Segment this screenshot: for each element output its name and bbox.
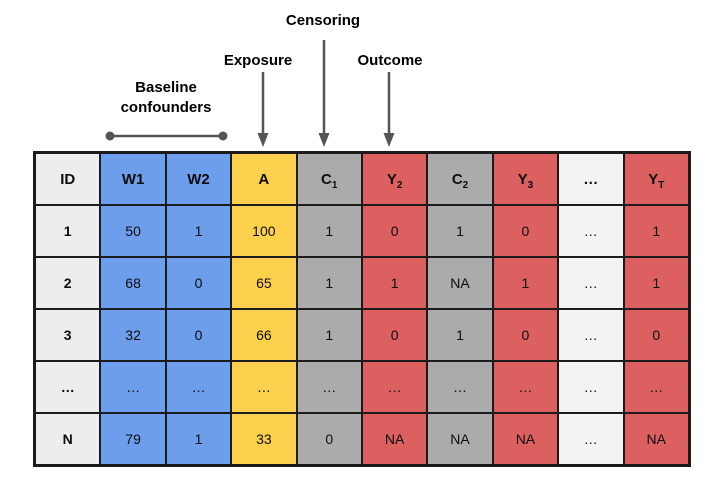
- table-cell: N: [33, 412, 102, 467]
- table-row: N 79 1 33 0 NA NA NA … NA: [33, 412, 691, 467]
- table-cell: …: [622, 360, 691, 414]
- table-cell: NA: [360, 412, 429, 467]
- column-header-w1: W1: [99, 151, 167, 206]
- annotation-arrows-overlay: [105, 40, 395, 147]
- baseline-confounders-line1: Baseline: [135, 79, 197, 96]
- table-cell: 1: [622, 256, 691, 310]
- table-cell: …: [295, 360, 363, 414]
- data-table: ID W1 W2 A C1 Y2 C2 Y3 … YT 1 50 1 100 1…: [33, 151, 691, 467]
- table-cell: …: [557, 360, 625, 414]
- table-cell: NA: [622, 412, 691, 467]
- censoring-arrow: [318, 40, 330, 147]
- table-cell: 3: [33, 308, 102, 362]
- table-cell: 79: [99, 412, 167, 467]
- table-cell: NA: [491, 412, 560, 467]
- table-cell: 1: [491, 256, 560, 310]
- table-cell: 33: [230, 412, 298, 467]
- exposure-label: Exposure: [223, 52, 293, 69]
- table-cell: 32: [99, 308, 167, 362]
- table-cell: 1: [164, 204, 233, 258]
- baseline-span-line: [105, 131, 228, 141]
- header-row: ID W1 W2 A C1 Y2 C2 Y3 … YT: [33, 151, 691, 206]
- table-cell: 1: [295, 204, 363, 258]
- table-cell: 0: [164, 256, 233, 310]
- table-cell: 66: [230, 308, 298, 362]
- censoring-label: Censoring: [285, 12, 361, 29]
- table-cell: 1: [295, 308, 363, 362]
- column-header-a: A: [230, 151, 298, 206]
- table-cell: …: [557, 308, 625, 362]
- column-header-id: ID: [33, 151, 102, 206]
- table-cell: 1: [622, 204, 691, 258]
- table-cell: 1: [360, 256, 429, 310]
- table-cell: 1: [426, 204, 494, 258]
- column-header-ellipsis: …: [557, 151, 625, 206]
- table-cell: 0: [360, 308, 429, 362]
- table-cell: NA: [426, 412, 494, 467]
- table-cell: 0: [295, 412, 363, 467]
- table-cell: 0: [622, 308, 691, 362]
- table-cell: …: [230, 360, 298, 414]
- column-header-w2: W2: [164, 151, 233, 206]
- table-cell: 0: [491, 308, 560, 362]
- table-cell: 100: [230, 204, 298, 258]
- column-header-c1: C1: [295, 151, 363, 206]
- table-row: … … … … … … … … … …: [33, 360, 691, 414]
- table-cell: 0: [360, 204, 429, 258]
- table-cell: …: [33, 360, 102, 414]
- outcome-label: Outcome: [357, 52, 423, 69]
- table-cell: 68: [99, 256, 167, 310]
- baseline-confounders-label: Baseline confounders: [121, 78, 212, 118]
- outcome-arrow: [383, 72, 395, 147]
- column-header-y3: Y3: [491, 151, 560, 206]
- table-cell: …: [164, 360, 233, 414]
- table-row: 2 68 0 65 1 1 NA 1 … 1: [33, 256, 691, 310]
- table-cell: 50: [99, 204, 167, 258]
- table-cell: 0: [491, 204, 560, 258]
- baseline-confounders-line2: confounders: [120, 99, 212, 116]
- table-cell: …: [99, 360, 167, 414]
- column-header-c2: C2: [426, 151, 494, 206]
- exposure-arrow: [257, 72, 269, 147]
- table-cell: 1: [33, 204, 102, 258]
- table-cell: …: [557, 412, 625, 467]
- table-cell: 1: [164, 412, 233, 467]
- table-cell: …: [557, 256, 625, 310]
- table-row: 1 50 1 100 1 0 1 0 … 1: [33, 204, 691, 258]
- table-cell: …: [360, 360, 429, 414]
- table-cell: 2: [33, 256, 102, 310]
- column-header-yt: YT: [622, 151, 691, 206]
- table-row: 3 32 0 66 1 0 1 0 … 0: [33, 308, 691, 362]
- table-cell: 1: [426, 308, 494, 362]
- table-cell: NA: [426, 256, 494, 310]
- table-cell: 65: [230, 256, 298, 310]
- table-cell: …: [426, 360, 494, 414]
- table-cell: …: [491, 360, 560, 414]
- column-header-y2: Y2: [360, 151, 429, 206]
- table-cell: 0: [164, 308, 233, 362]
- table-cell: 1: [295, 256, 363, 310]
- table-cell: …: [557, 204, 625, 258]
